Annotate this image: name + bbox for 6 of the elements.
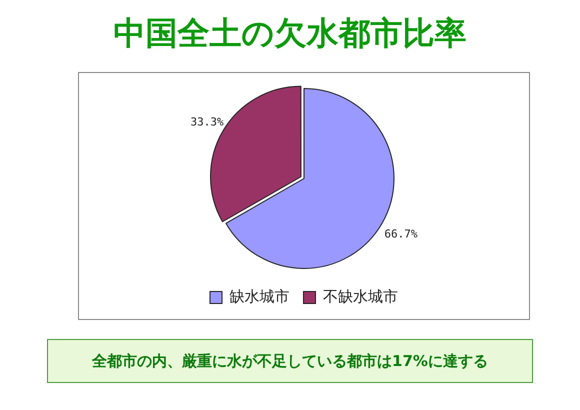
text: 全都市の内、厳重に水が不足している都市は17%に達する: [47, 339, 533, 383]
legend-label: 缺水城市: [230, 288, 290, 306]
chart-title: 中国全土の欠水都市比率: [112, 13, 468, 54]
data-label: 33.3%: [190, 115, 224, 128]
data-label: 66.7%: [384, 227, 418, 240]
legend-label: 不缺水城市: [323, 288, 398, 306]
